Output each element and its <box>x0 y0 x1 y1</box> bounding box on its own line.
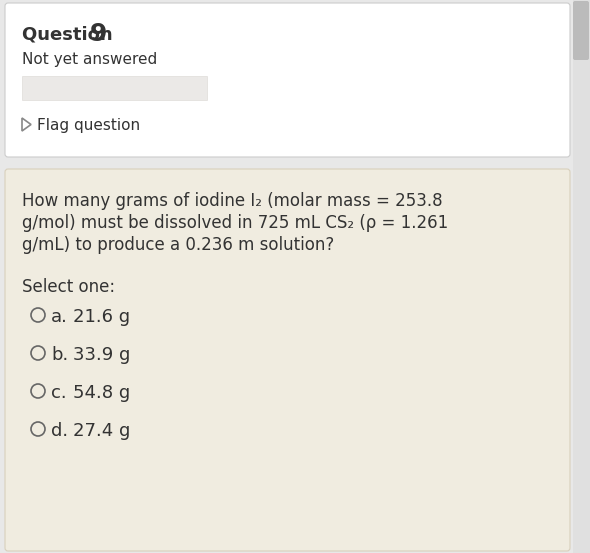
FancyBboxPatch shape <box>22 76 207 100</box>
Text: How many grams of iodine I₂ (molar mass = 253.8: How many grams of iodine I₂ (molar mass … <box>22 192 442 210</box>
Text: a.: a. <box>51 308 68 326</box>
Text: g/mL) to produce a 0.236 m solution?: g/mL) to produce a 0.236 m solution? <box>22 236 335 254</box>
Bar <box>573 0 590 553</box>
Text: b.: b. <box>51 346 68 364</box>
Text: 9: 9 <box>90 22 107 46</box>
FancyBboxPatch shape <box>5 3 570 157</box>
Text: 21.6 g: 21.6 g <box>73 308 130 326</box>
FancyBboxPatch shape <box>5 169 570 551</box>
FancyBboxPatch shape <box>573 1 589 60</box>
Text: Question: Question <box>22 26 119 44</box>
Text: Select one:: Select one: <box>22 278 115 296</box>
Text: Flag question: Flag question <box>37 118 140 133</box>
Text: g/mol) must be dissolved in 725 mL CS₂ (ρ = 1.261: g/mol) must be dissolved in 725 mL CS₂ (… <box>22 214 448 232</box>
Text: 27.4 g: 27.4 g <box>73 422 130 440</box>
Text: c.: c. <box>51 384 67 402</box>
Text: Not yet answered: Not yet answered <box>22 52 158 67</box>
Text: 54.8 g: 54.8 g <box>73 384 130 402</box>
Text: d.: d. <box>51 422 68 440</box>
Text: 33.9 g: 33.9 g <box>73 346 130 364</box>
